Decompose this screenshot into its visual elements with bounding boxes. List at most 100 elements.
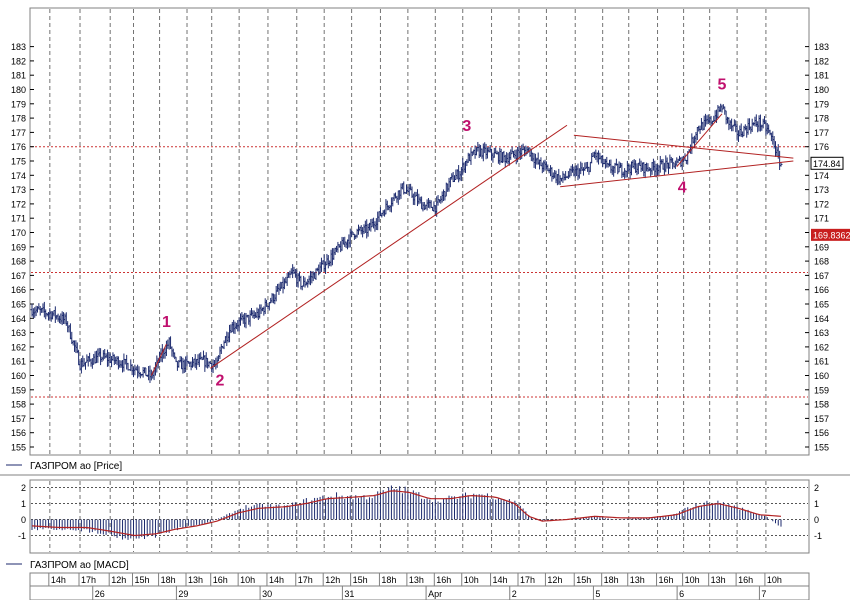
price-right-tick-label: 160 <box>814 371 829 381</box>
price-left-tick-label: 175 <box>11 157 26 167</box>
time-label: 12h <box>547 575 562 585</box>
macd-left-axis: -1 0 1 2 <box>18 483 26 541</box>
price-right-tick-label: 182 <box>814 56 829 66</box>
macd-signal-line <box>31 490 782 537</box>
price-left-tick-label: 173 <box>11 185 26 195</box>
price-right-tick-label: 168 <box>814 257 829 267</box>
price-right-tick-label: 161 <box>814 357 829 367</box>
wave-label: 2 <box>215 373 224 390</box>
macd-right-axis: -1 0 1 2 <box>814 483 822 541</box>
price-left-tick-label: 180 <box>11 85 26 95</box>
date-label: 2 <box>512 589 517 599</box>
date-label: Apr <box>428 589 442 599</box>
macd-right-tick-label: 2 <box>814 483 819 493</box>
time-label: 15h <box>353 575 368 585</box>
time-label: 17h <box>298 575 313 585</box>
date-label: 6 <box>679 589 684 599</box>
trendline <box>560 160 794 188</box>
time-label: 14h <box>269 575 284 585</box>
time-axis-labels: 14h 17h 12h 15h 18h 13h 16h 10h 14h 17h 12h 15h 18h 1… <box>48 573 782 600</box>
price-left-tick-label: 176 <box>11 142 26 152</box>
current-price-label: 174.84 <box>813 159 841 169</box>
time-label: 18h <box>161 575 176 585</box>
price-right-tick-label: 165 <box>814 300 829 310</box>
price-left-tick-label: 178 <box>11 114 26 124</box>
price-left-tick-label: 183 <box>11 42 26 52</box>
price-left-tick-label: 164 <box>11 314 26 324</box>
price-left-tick-label: 161 <box>11 357 26 367</box>
price-right-tick-label: 178 <box>814 114 829 124</box>
price-left-tick-label: 159 <box>11 385 26 395</box>
price-series-label: ГАЗПРОМ ао [Price] <box>30 461 122 472</box>
price-left-tick-label: 163 <box>11 328 26 338</box>
price-right-tick-label: 176 <box>814 142 829 152</box>
time-label: 18h <box>381 575 396 585</box>
price-right-tick-label: 183 <box>814 42 829 52</box>
time-label: 18h <box>604 575 619 585</box>
price-left-tick-label: 162 <box>11 342 26 352</box>
trendline <box>210 124 568 369</box>
price-left-tick-label: 179 <box>11 99 26 109</box>
price-left-tick-label: 166 <box>11 285 26 295</box>
price-left-tick-label: 174 <box>11 171 26 181</box>
date-label: 26 <box>95 589 105 599</box>
time-label: 13h <box>711 575 726 585</box>
time-label: 12h <box>325 575 340 585</box>
time-label: 10h <box>767 575 782 585</box>
price-right-tick-label: 177 <box>814 128 829 138</box>
trendline <box>150 343 167 376</box>
macd-right-tick-label: 1 <box>814 499 819 509</box>
date-label: 30 <box>262 589 272 599</box>
price-panel-frame <box>29 7 810 456</box>
price-left-tick-label: 158 <box>11 400 26 410</box>
macd-signal <box>31 490 782 537</box>
price-left-tick-label: 181 <box>11 71 26 81</box>
time-label: 17h <box>520 575 535 585</box>
date-label: 29 <box>178 589 188 599</box>
price-right-tick-label: 180 <box>814 85 829 95</box>
marker-price-badge <box>811 228 850 241</box>
price-right-tick-label: 181 <box>814 71 829 81</box>
wave-label: 4 <box>678 179 687 196</box>
time-label: 10h <box>240 575 255 585</box>
price-left-tick-label: 171 <box>11 214 26 224</box>
price-badges: 174.84 169.83625 <box>810 156 850 241</box>
macd-right-tick-label: 0 <box>814 515 819 525</box>
macd-left-tick-label: 0 <box>21 515 26 525</box>
price-right-tick-label: 171 <box>814 214 829 224</box>
price-left-tick-label: 165 <box>11 300 26 310</box>
price-right-tick-label: 173 <box>814 185 829 195</box>
price-right-tick-label: 172 <box>814 199 829 209</box>
wave-labels: 1 2 3 4 5 <box>162 77 727 390</box>
time-label: 15h <box>135 575 150 585</box>
wave-label: 3 <box>462 118 471 135</box>
time-label: 10h <box>685 575 700 585</box>
macd-left-tick-label: 2 <box>21 483 26 493</box>
price-trendlines[interactable] <box>150 113 794 376</box>
price-left-tick-label: 182 <box>11 56 26 66</box>
marker-price-label: 169.83625 <box>813 230 850 240</box>
price-left-tick-label: 168 <box>11 257 26 267</box>
price-right-tick-label: 155 <box>814 443 829 453</box>
wave-label: 5 <box>718 77 727 94</box>
time-label: 17h <box>81 575 96 585</box>
price-left-tick-label: 177 <box>11 128 26 138</box>
price-right-tick-label: 164 <box>814 314 829 324</box>
price-left-tick-label: 156 <box>11 428 26 438</box>
macd-right-tick-label: -1 <box>814 531 822 541</box>
price-right-tick-label: 157 <box>814 414 829 424</box>
trendline <box>573 134 794 159</box>
price-horizontal-levels <box>31 146 808 398</box>
time-label: 14h <box>51 575 66 585</box>
date-label: 7 <box>761 589 766 599</box>
time-label: 16h <box>659 575 674 585</box>
time-label: 13h <box>188 575 203 585</box>
price-right-tick-label: 167 <box>814 271 829 281</box>
price-right-tick-label: 158 <box>814 400 829 410</box>
price-left-tick-label: 160 <box>11 371 26 381</box>
trendline <box>676 113 723 168</box>
price-right-tick-label: 163 <box>814 328 829 338</box>
macd-left-tick-label: 1 <box>21 499 26 509</box>
